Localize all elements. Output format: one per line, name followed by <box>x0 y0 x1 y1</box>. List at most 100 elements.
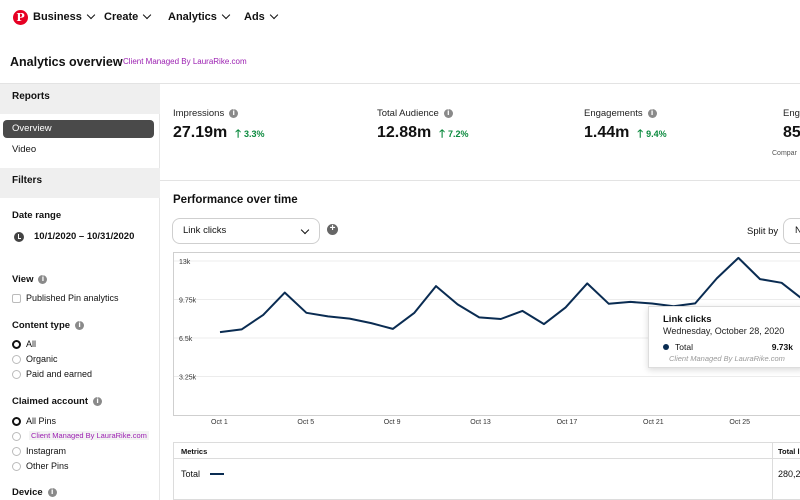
table-col-metrics[interactable]: Metrics <box>181 447 208 456</box>
reports-heading: Reports <box>0 84 160 114</box>
claimed-client-radio[interactable] <box>12 432 21 441</box>
arrow-up-icon: 🡑 <box>235 128 241 140</box>
nav-create-label: Create <box>104 11 139 23</box>
sidebar: Reports Overview Video Filters Date rang… <box>0 84 160 500</box>
published-pin-label: Published Pin analytics <box>26 293 119 303</box>
date-range-picker[interactable]: 10/1/2020 – 10/31/2020 <box>34 231 135 242</box>
nav-ads-label: Ads <box>244 11 265 23</box>
nav-business-menu[interactable]: Business <box>33 10 96 23</box>
split-by-dropdown[interactable]: N <box>783 218 800 244</box>
series-dot-icon <box>663 344 669 350</box>
metric-label-text: Engagements <box>584 108 643 119</box>
content-type-label-text: Content type <box>12 320 71 331</box>
metric-change: 3.3% <box>244 129 265 139</box>
claimed-account-label: Claimed account i <box>12 396 103 407</box>
claimed-other-radio[interactable] <box>12 462 21 471</box>
table-header: Metrics Total li <box>174 443 800 459</box>
x-tick-label: Oct 5 <box>297 419 315 426</box>
info-icon[interactable]: i <box>647 109 657 118</box>
performance-title: Performance over time <box>173 194 298 206</box>
claimed-instagram-label: Instagram <box>26 446 67 456</box>
view-label: View i <box>12 274 48 285</box>
sidebar-item-video[interactable]: Video <box>12 144 37 155</box>
metric-select-value: Link clicks <box>183 225 227 236</box>
published-pin-checkbox[interactable] <box>12 294 21 303</box>
metric-change: 9.4% <box>646 129 667 139</box>
device-label-text: Device <box>12 487 43 498</box>
nav-business-label: Business <box>33 11 82 23</box>
sidebar-item-overview[interactable]: Overview <box>3 120 154 138</box>
tooltip-series: Total <box>675 342 693 352</box>
series-line-total[interactable] <box>219 256 800 334</box>
table-col-total[interactable]: Total li <box>778 447 800 456</box>
arrow-up-icon: 🡑 <box>637 128 644 140</box>
metric-engagement-rate[interactable]: Eng 85 <box>783 108 800 142</box>
metric-select-dropdown[interactable]: Link clicks <box>172 218 320 244</box>
metric-label: Impressions i <box>173 108 265 119</box>
y-tick-label: 13k <box>179 259 191 266</box>
metric-value: 85 <box>783 124 800 141</box>
device-label: Device i <box>12 487 57 498</box>
metric-value: 27.19m <box>173 124 228 141</box>
clock-icon <box>14 232 24 242</box>
claimed-all-pins-label: All Pins <box>26 416 57 426</box>
table-divider <box>772 443 773 500</box>
nav-create-menu[interactable]: Create <box>104 10 152 23</box>
claimed-all-pins-radio[interactable] <box>12 417 21 426</box>
chevron-down-icon <box>269 10 279 20</box>
content-type-paid-label: Paid and earned <box>26 369 93 379</box>
metric-label-text: Impressions <box>173 108 225 119</box>
content-type-organic-label: Organic <box>26 354 58 364</box>
metric-label: Engagements i <box>584 108 667 119</box>
x-tick-label: Oct 25 <box>729 419 751 426</box>
content-type-all-radio[interactable] <box>12 340 21 349</box>
y-tick-label: 9.75k <box>179 298 197 305</box>
nav-analytics-menu[interactable]: Analytics <box>168 10 231 23</box>
page-header: Analytics overview Client Managed By Lau… <box>0 36 800 84</box>
chevron-down-icon <box>143 10 152 20</box>
claimed-account-label-text: Claimed account <box>12 396 89 407</box>
top-nav: P Business Create Analytics Ads <box>0 0 800 36</box>
info-icon[interactable]: i <box>93 397 103 406</box>
split-by-label: Split by <box>747 226 779 237</box>
metric-value: 1.44m <box>584 124 630 141</box>
metric-value-row: 1.44m 🡑 9.4% <box>584 124 667 144</box>
x-tick-label: Oct 21 <box>643 419 664 426</box>
info-icon[interactable]: i <box>47 488 57 497</box>
content-type-paid-radio[interactable] <box>12 370 21 379</box>
x-tick-label: Oct 13 <box>470 419 491 426</box>
metric-engagements[interactable]: Engagements i 1.44m 🡑 9.4% <box>584 108 667 144</box>
metric-label-text: Total Audience <box>377 108 439 119</box>
claimed-instagram-radio[interactable] <box>12 447 21 456</box>
tooltip-date: Wednesday, October 28, 2020 <box>663 326 785 336</box>
content-type-organic-radio[interactable] <box>12 355 21 364</box>
metric-value-row: 27.19m 🡑 3.3% <box>173 124 265 144</box>
metric-label: Total Audience i <box>377 108 469 119</box>
table-row-label: Total <box>181 469 201 479</box>
add-metric-icon[interactable]: + <box>327 224 338 235</box>
info-icon[interactable]: i <box>38 275 48 284</box>
metric-compare-text: Compar <box>772 150 797 157</box>
filters-heading: Filters <box>0 168 160 198</box>
nav-ads-menu[interactable]: Ads <box>244 10 279 23</box>
metric-change: 7.2% <box>448 129 469 139</box>
metric-total-audience[interactable]: Total Audience i 12.88m 🡑 7.2% <box>377 108 469 144</box>
pinterest-logo-icon[interactable]: P <box>13 10 28 25</box>
nav-analytics-label: Analytics <box>168 11 217 23</box>
date-range-label: Date range <box>12 210 62 221</box>
chevron-down-icon <box>300 225 310 235</box>
y-tick-label: 3.25k <box>179 375 197 382</box>
x-tick-label: Oct 9 <box>383 419 401 426</box>
tooltip-row: Total 9.73k <box>663 342 793 352</box>
info-icon[interactable]: i <box>443 109 453 118</box>
info-icon[interactable]: i <box>229 109 239 118</box>
x-tick-label: Oct 17 <box>556 419 578 426</box>
info-icon[interactable]: i <box>75 321 85 330</box>
content-type-all-label: All <box>26 339 37 349</box>
chevron-down-icon <box>221 10 231 20</box>
client-tag-link[interactable]: Client Managed By LauraRike.com <box>123 57 247 66</box>
metric-impressions[interactable]: Impressions i 27.19m 🡑 3.3% <box>173 108 265 144</box>
arrow-up-icon: 🡑 <box>439 128 445 140</box>
view-label-text: View <box>12 274 34 285</box>
metrics-table: Metrics Total li Total 280,2 <box>173 442 800 500</box>
